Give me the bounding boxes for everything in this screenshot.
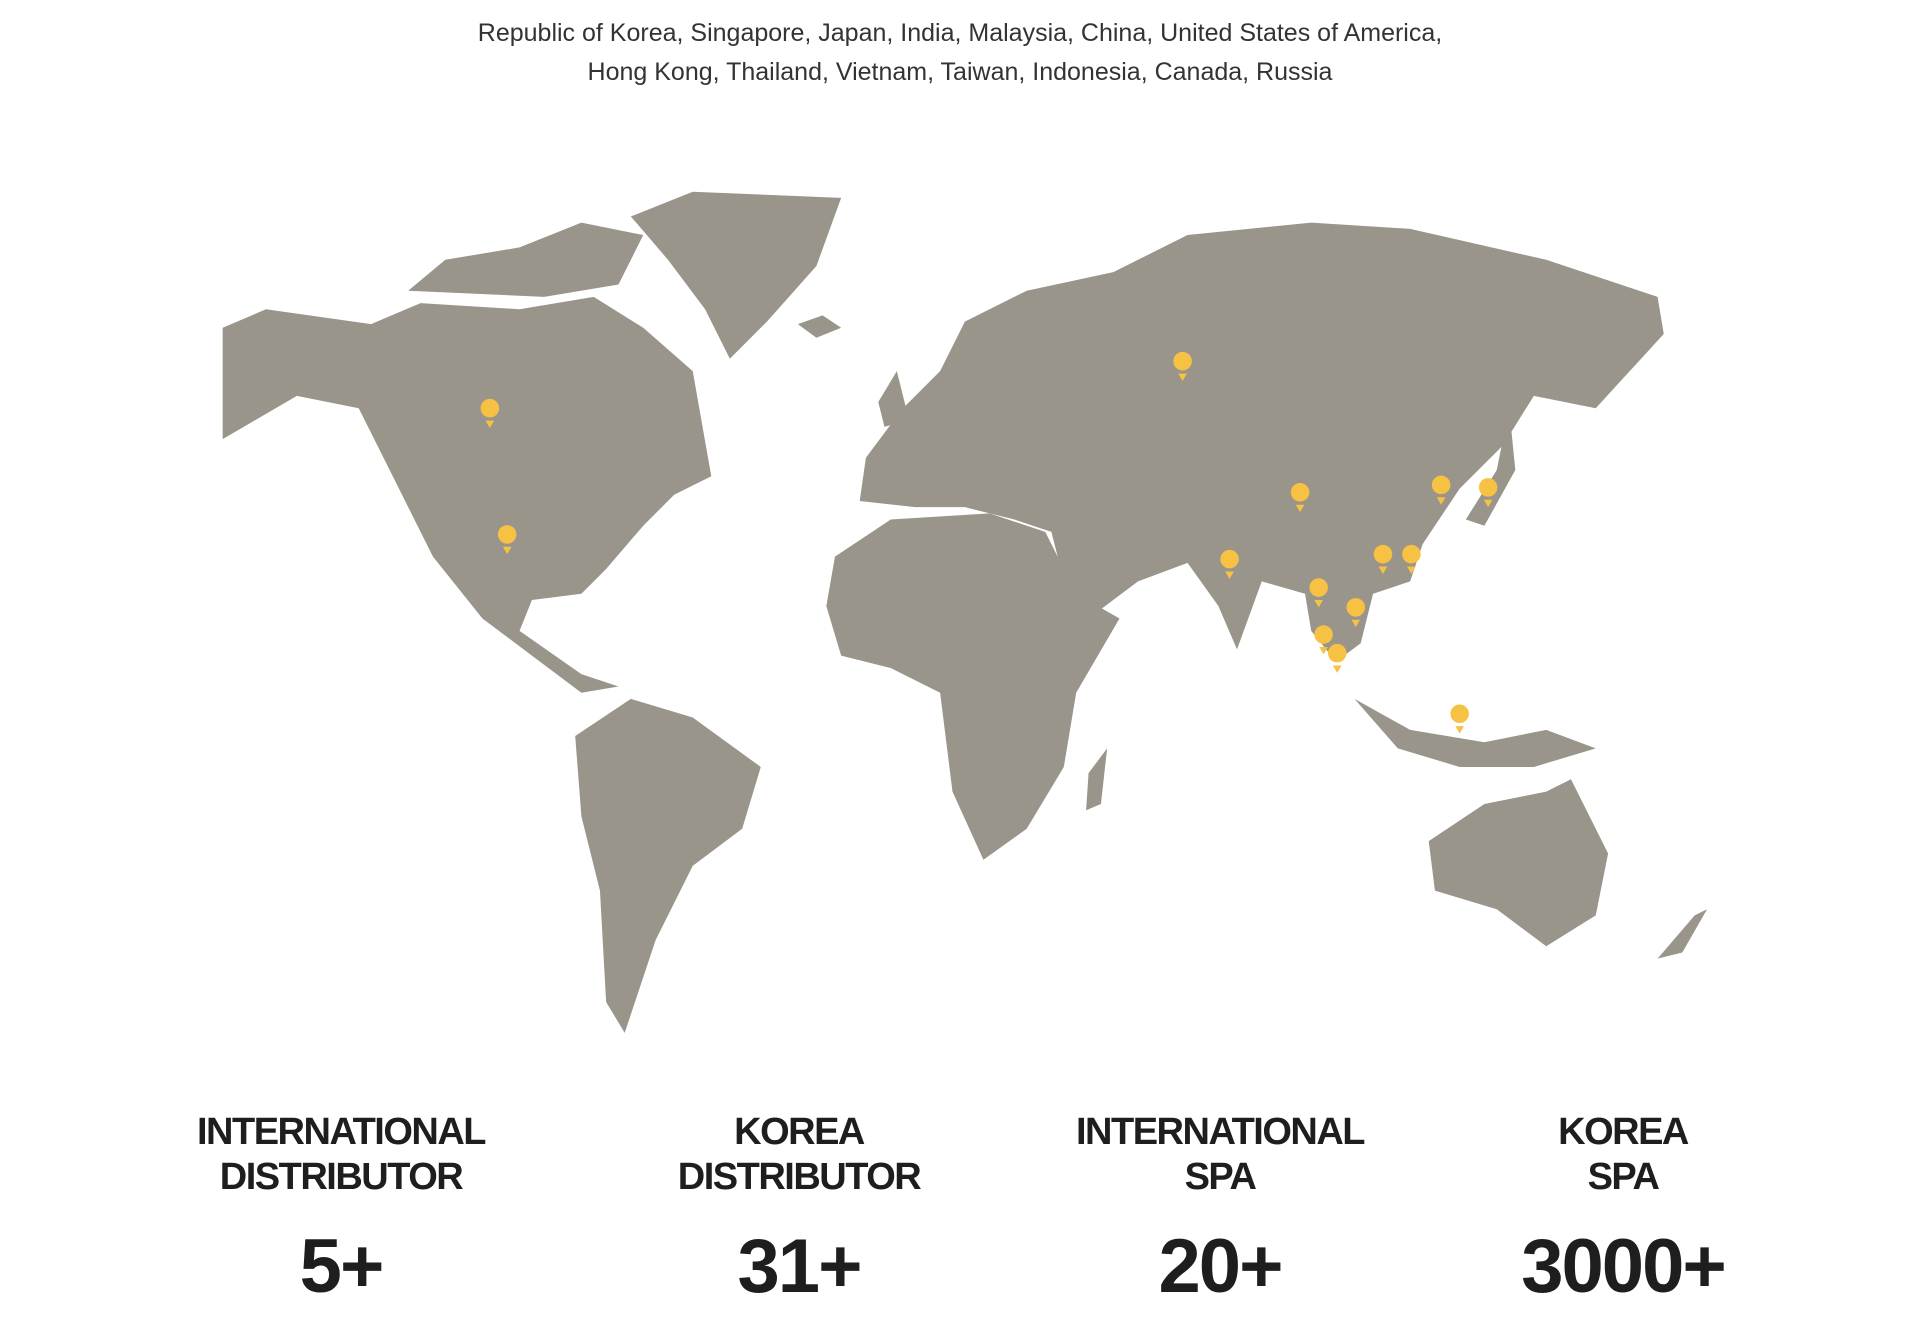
pin-tip (1225, 571, 1234, 579)
pin-tip (1436, 497, 1446, 505)
pin (1431, 475, 1451, 495)
pin-tip (502, 546, 512, 555)
pin (1327, 643, 1347, 663)
pin (1290, 483, 1310, 502)
australia (1428, 779, 1609, 947)
africa (826, 513, 1120, 860)
pin (1478, 478, 1498, 497)
pin (1314, 625, 1333, 644)
pin-tip (1332, 665, 1342, 673)
stat: KOREA SPA 3000+ (1413, 1110, 1833, 1312)
pin-tip (1483, 499, 1493, 508)
eurasia (859, 222, 1664, 662)
continents (222, 191, 1708, 1033)
stat: INTERNATIONAL DISTRIBUTOR 5+ (131, 1110, 551, 1312)
stat-label: KOREA (1558, 1111, 1689, 1153)
pin-tip (1407, 566, 1416, 574)
pin-tip (1314, 599, 1323, 608)
stat-label: SPA (1184, 1156, 1257, 1198)
pin (1173, 351, 1192, 371)
pin (1450, 704, 1469, 724)
pin-tip (485, 420, 495, 429)
pin-tip (1378, 566, 1388, 574)
pin (1346, 598, 1366, 617)
arctic-islands (408, 222, 644, 297)
stat-label: INTERNATIONAL (1076, 1111, 1366, 1153)
country-line: Hong Kong, Thailand, Vietnam, Taiwan, In… (587, 58, 1333, 86)
indonesia (1354, 698, 1596, 767)
new-zealand (1657, 909, 1708, 959)
madagascar (1086, 748, 1108, 811)
greenland (630, 191, 842, 359)
stat-value: 3000+ (1521, 1224, 1726, 1309)
stat-label: KOREA (734, 1111, 865, 1153)
pin-tip (1351, 619, 1361, 628)
pin (1309, 578, 1328, 597)
stat-label: DISTRIBUTOR (219, 1156, 464, 1198)
stat-label: SPA (1587, 1156, 1660, 1198)
stat: KOREA DISTRIBUTOR 31+ (589, 1110, 1009, 1312)
pin-tip (1295, 504, 1305, 513)
pin (1220, 549, 1239, 569)
pin-tip (1455, 726, 1464, 734)
stat-value: 5+ (299, 1224, 385, 1309)
pin (480, 398, 500, 418)
stat-label: INTERNATIONAL (197, 1111, 487, 1153)
stat-label: DISTRIBUTOR (677, 1156, 922, 1198)
country-list: Republic of Korea, Singapore, Japan, Ind… (0, 14, 1920, 92)
stat-value: 31+ (737, 1224, 863, 1309)
uk (878, 371, 910, 427)
pins (480, 351, 1498, 734)
stat-value: 20+ (1158, 1224, 1284, 1309)
pin (1402, 544, 1421, 564)
north-america (222, 296, 712, 693)
pin (1373, 544, 1393, 564)
south-america (575, 698, 761, 1033)
pin-tip (1178, 373, 1187, 381)
iceland (797, 315, 842, 338)
pin (497, 525, 517, 544)
stat: INTERNATIONAL SPA 20+ (1010, 1110, 1430, 1312)
pin-tip (1319, 646, 1328, 655)
country-line: Republic of Korea, Singapore, Japan, Ind… (477, 19, 1443, 47)
